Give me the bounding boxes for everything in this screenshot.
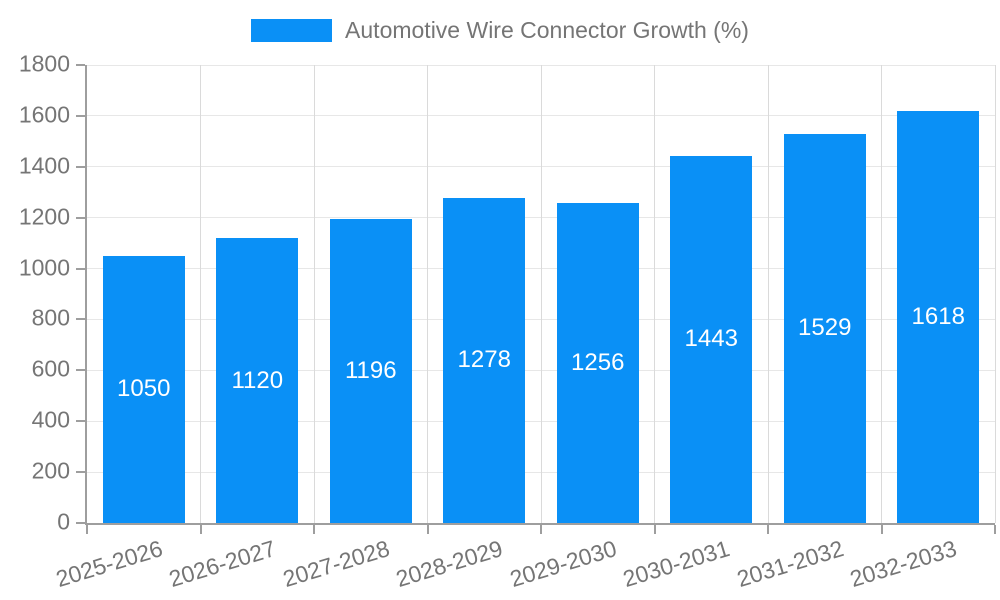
- y-tick-mark: [76, 64, 85, 66]
- y-tick-mark: [76, 522, 85, 524]
- y-tick-mark: [76, 216, 85, 219]
- x-tick-mark: [426, 525, 429, 534]
- chart-legend: Automotive Wire Connector Growth (%): [0, 17, 1000, 44]
- bar: 1529: [783, 133, 866, 523]
- x-tick-mark: [653, 525, 656, 534]
- gridline-vertical: [200, 65, 201, 523]
- x-tick-mark: [313, 525, 315, 534]
- legend-label: Automotive Wire Connector Growth (%): [345, 17, 749, 43]
- bar-value-label: 1529: [798, 314, 852, 342]
- y-tick-label: 400: [31, 406, 70, 433]
- gridline-vertical: [540, 65, 542, 523]
- y-axis-line: [85, 65, 87, 525]
- bar: 1120: [216, 238, 299, 523]
- gridline-vertical: [881, 65, 882, 523]
- x-tick-label: 2031-2032: [733, 535, 847, 593]
- y-tick-label: 1800: [18, 50, 70, 77]
- x-tick-label: 2026-2027: [166, 535, 279, 593]
- bar: 1050: [102, 255, 185, 523]
- x-tick-mark: [994, 525, 996, 534]
- bar: 1196: [329, 218, 412, 523]
- gridline-vertical: [994, 65, 996, 523]
- y-tick-label: 200: [31, 457, 70, 484]
- x-tick-label: 2028-2029: [393, 535, 506, 593]
- x-axis-line: [85, 523, 995, 525]
- bar: 1618: [897, 111, 980, 523]
- y-tick-mark: [76, 267, 85, 270]
- x-tick-mark: [880, 525, 883, 534]
- x-tick-label: 2027-2028: [279, 535, 393, 593]
- bar-value-label: 1120: [231, 366, 284, 394]
- bar: 1278: [443, 197, 526, 523]
- bar: 1443: [670, 155, 753, 523]
- y-tick-mark: [76, 114, 85, 117]
- gridline-vertical: [427, 65, 428, 523]
- y-tick-label: 600: [31, 355, 70, 382]
- y-tick-label: 1600: [18, 101, 70, 128]
- x-tick-label: 2032-2033: [847, 535, 960, 593]
- gridline-vertical: [767, 65, 769, 523]
- y-tick-label: 1000: [18, 253, 70, 280]
- x-tick-mark: [767, 525, 769, 534]
- bar-value-label: 1278: [457, 346, 511, 374]
- y-tick-label: 1200: [18, 203, 70, 230]
- bar: 1256: [556, 203, 639, 523]
- bar-value-label: 1050: [117, 375, 171, 403]
- bar-value-label: 1256: [571, 349, 625, 377]
- x-tick-mark: [540, 525, 542, 534]
- x-tick-mark: [86, 525, 88, 534]
- x-tick-label: 2030-2031: [620, 535, 733, 593]
- gridline-vertical: [313, 65, 315, 523]
- y-tick-mark: [76, 318, 85, 321]
- y-tick-mark: [76, 165, 85, 168]
- bar-value-label: 1443: [684, 325, 738, 353]
- legend-swatch: [251, 19, 333, 42]
- x-tick-label: 2029-2030: [506, 535, 620, 593]
- y-tick-label: 1400: [18, 152, 70, 179]
- x-tick-label: 2025-2026: [52, 535, 166, 593]
- y-tick-label: 800: [31, 304, 70, 331]
- y-tick-mark: [76, 420, 85, 423]
- plot-area: 0 200 400 600 800 1000 1200 1400 1600 1800 1050 202…: [19, 50, 996, 592]
- x-tick-mark: [199, 525, 202, 534]
- bar-value-label: 1618: [911, 303, 965, 331]
- bar-value-label: 1196: [344, 356, 397, 384]
- y-tick-mark: [76, 471, 85, 474]
- y-tick-mark: [76, 369, 85, 372]
- y-tick-label: 0: [57, 508, 70, 535]
- gridline-vertical: [654, 65, 655, 523]
